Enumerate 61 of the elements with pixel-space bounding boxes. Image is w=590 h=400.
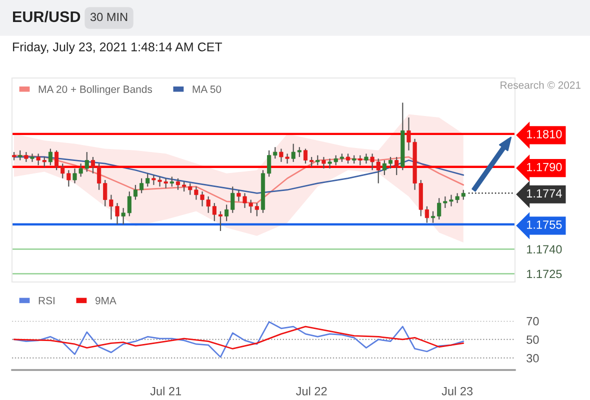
candlestick <box>316 154 320 166</box>
candlestick <box>267 150 272 178</box>
y-tick-label: 1.1774 <box>527 189 562 198</box>
candlestick <box>364 153 368 164</box>
candlestick <box>146 172 150 188</box>
y-tick-label: 1.1740 <box>527 245 562 254</box>
candlestick <box>170 176 174 188</box>
candlestick <box>388 156 393 170</box>
y-tick-label: 30 <box>526 354 539 362</box>
candlestick <box>382 160 386 176</box>
y-tick-label: 50 <box>526 336 539 344</box>
candlestick <box>291 143 296 162</box>
candlestick <box>358 154 362 166</box>
candlestick <box>133 184 138 200</box>
candlestick <box>90 156 95 174</box>
chart-subtitle: 30 MIN <box>90 12 128 22</box>
y-tick-label: 1.1725 <box>527 270 562 278</box>
candlestick <box>394 156 399 176</box>
candlestick <box>297 146 302 158</box>
candlestick <box>127 190 132 217</box>
line-series <box>13 326 464 350</box>
legend-label: MA 50 <box>192 86 222 93</box>
text: Friday, July 23, 2021 1:48:14 AM CET <box>13 42 222 54</box>
candlestick <box>303 148 308 164</box>
y-tick-label: 1.1790 <box>527 162 562 172</box>
candlestick <box>24 151 28 162</box>
candlestick <box>176 178 180 190</box>
candlestick <box>254 202 259 217</box>
candlestick <box>230 186 235 214</box>
candlestick <box>218 210 223 232</box>
candlestick <box>121 207 126 225</box>
line-series <box>13 154 464 204</box>
legend-label: MA 20 + Bollinger Bands <box>38 85 152 95</box>
candlestick <box>273 146 278 160</box>
candlestick <box>54 150 59 171</box>
y-tick-label: 1.1810 <box>527 130 562 138</box>
legend-label: RSI <box>38 296 54 304</box>
x-tick-label: Jul 21 <box>150 386 182 396</box>
candlestick <box>18 150 22 161</box>
candlestick <box>430 210 436 224</box>
candlestick <box>97 162 102 190</box>
chart-title: EUR/USD <box>13 10 80 22</box>
candlestick <box>48 148 52 166</box>
candlestick <box>224 204 229 222</box>
candlestick <box>346 153 350 164</box>
line-series <box>13 156 464 194</box>
y-tick-label: 1.1755 <box>527 220 562 229</box>
candlestick <box>424 206 429 224</box>
x-tick-label: Jul 22 <box>296 386 327 396</box>
legend-label: 9MA <box>95 296 116 304</box>
candlestick <box>310 156 314 168</box>
candlestick <box>437 198 442 220</box>
line-series <box>13 321 464 358</box>
x-tick-label: Jul 23 <box>442 386 473 396</box>
candlestick <box>140 178 144 194</box>
candlestick <box>30 153 34 162</box>
candlestick <box>212 202 216 222</box>
y-tick-label: 70 <box>526 317 539 326</box>
annotation: Research © 2021 <box>500 81 580 89</box>
candlestick <box>322 156 326 170</box>
candlestick <box>182 181 186 192</box>
